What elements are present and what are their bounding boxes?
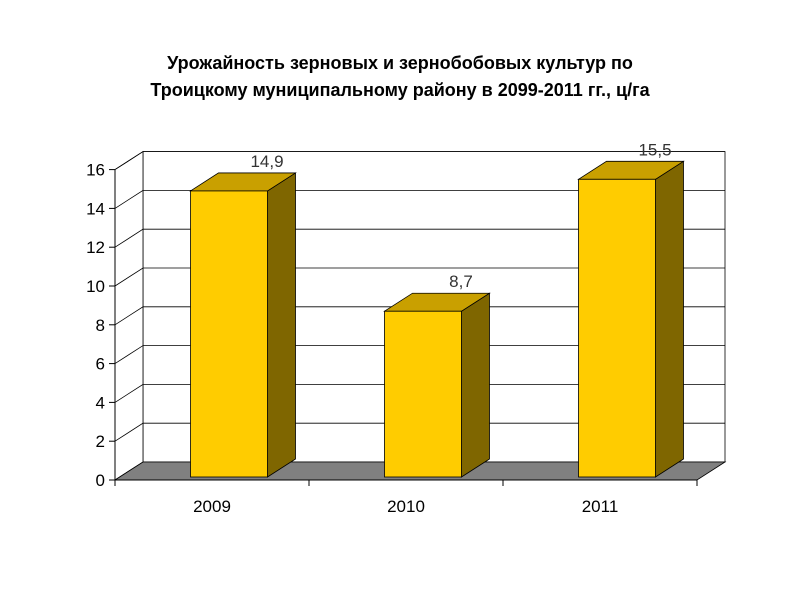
bar [578,178,656,478]
y-tick-label: 4 [96,393,105,412]
x-tick-label: 2010 [387,497,425,516]
gridline [114,345,725,364]
bar-side-face [267,172,296,478]
gridline [114,383,725,403]
gridline [114,151,725,170]
y-tick-label: 12 [86,238,105,257]
gridline [114,267,725,287]
y-tick-label: 16 [86,161,105,180]
gridline [114,422,725,442]
chart-title-line-1: Урожайность зерновых и зернобобовых куль… [167,53,633,73]
y-tick-label: 2 [96,432,105,451]
y-tick-label: 8 [96,316,105,335]
y-tick-label: 10 [86,277,105,296]
gridline [114,228,725,248]
chart-title: Урожайность зерновых и зернобобовых куль… [0,50,800,104]
y-tick-label: 14 [86,199,105,218]
gridline [114,306,725,326]
data-label: 14,9 [250,152,283,171]
bar [190,190,268,478]
data-label: 15,5 [638,140,671,159]
data-label: 8,7 [449,272,473,291]
gridline [114,189,725,209]
bar-side-face [461,292,490,478]
y-tick-label: 0 [96,471,105,490]
chart-title-line-2: Троицкому муниципальному району в 2099-2… [150,80,650,100]
x-tick-label: 2011 [582,497,619,516]
bar [384,310,462,478]
y-tick-label: 6 [96,355,105,374]
bar-side-face [655,160,684,478]
x-tick-label: 2009 [193,497,231,516]
